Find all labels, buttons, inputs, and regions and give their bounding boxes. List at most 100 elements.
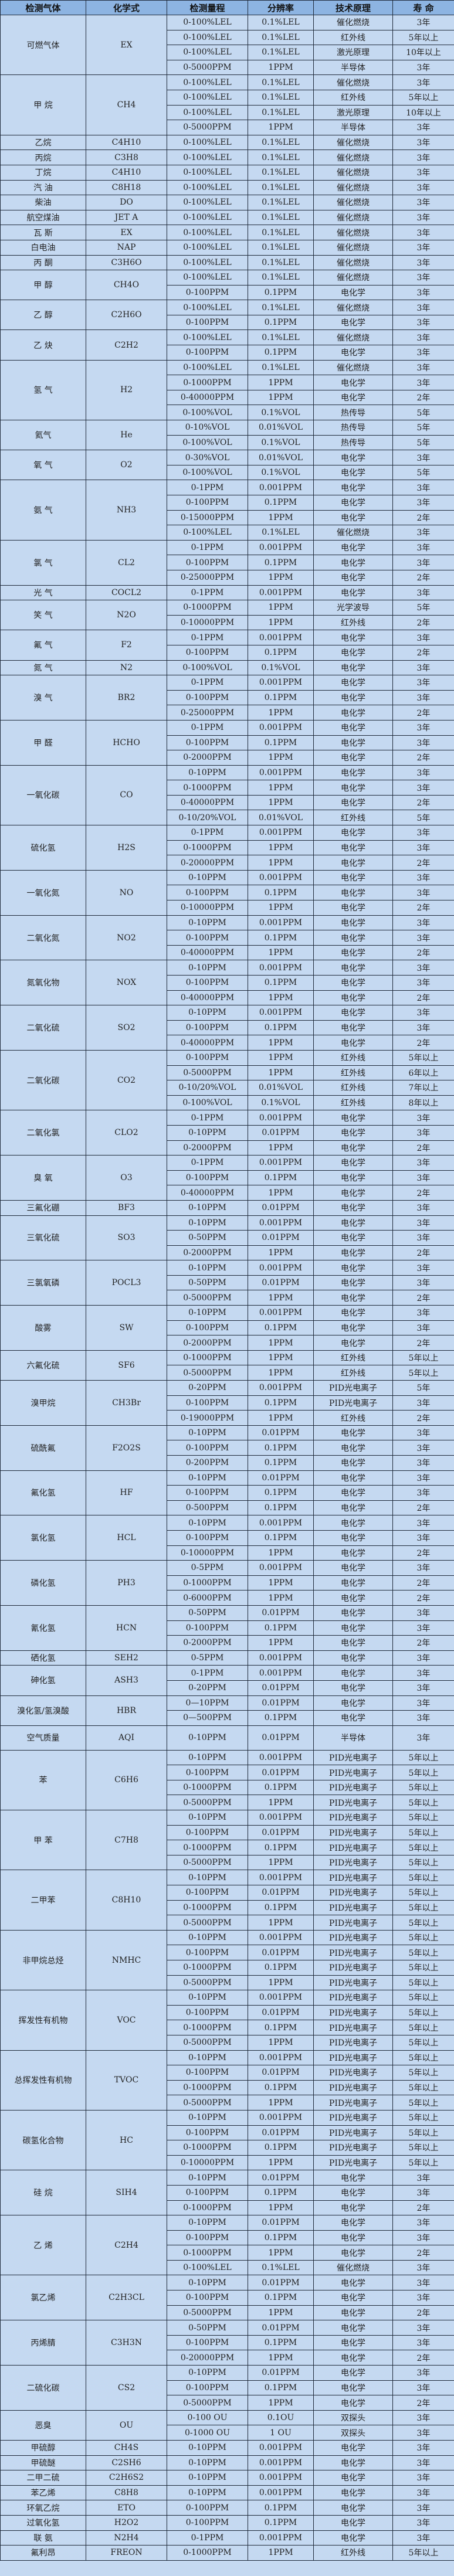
technology-cell: 电化学 xyxy=(313,2245,393,2261)
resolution-cell: 0.001PPM xyxy=(248,2530,314,2546)
table-row: 0-100PPM 0.1PPM 电化学 3年 xyxy=(1,2334,454,2351)
technology-cell: 电化学 xyxy=(313,2215,393,2231)
lifespan-cell: 3年 xyxy=(392,2425,454,2441)
range-cell: 0-100PPM xyxy=(167,2004,248,2021)
gas-name-cell: 柴油 xyxy=(0,195,86,210)
lifespan-cell: 2年 xyxy=(392,509,454,526)
technology-cell: 半导体 xyxy=(313,59,393,76)
technology-cell: 电化学 xyxy=(313,2184,393,2201)
range-cell: 0-100PPM xyxy=(167,1824,248,1841)
resolution-cell: 0.1PPM xyxy=(248,1779,314,1796)
lifespan-cell: 3年 xyxy=(392,675,454,691)
table-row: 二甲苯 C8H10 0-10PPM 0.001PPM PID光电离子 5年以上 xyxy=(0,1870,454,1931)
gas-name-cell: 可燃气体 xyxy=(0,14,86,76)
table-row: 0-100PPM 0.01PPM PID光电离子 5年以上 xyxy=(1,1885,454,1901)
lifespan-cell: 3年 xyxy=(392,239,454,256)
gas-name-cell: 二硫化碳 xyxy=(0,2365,86,2411)
range-cell: 0-5PPM xyxy=(167,1650,248,1666)
table-row: 0-1000PPM 0.1PPM PID光电离子 5年以上 xyxy=(1,1899,454,1916)
technology-cell: 电化学 xyxy=(313,1110,393,1126)
table-row: 氰化氢 HCN 0-50PPM 0.01PPM 电化学 3年 xyxy=(0,1605,454,1651)
table-row: 乙烷 C4H10 0-100%LEL 0.1%LEL 催化燃烧 3年 xyxy=(0,134,454,151)
resolution-cell: 0.1%LEL xyxy=(248,179,314,196)
range-cell: 0-5000PPM xyxy=(167,2395,248,2411)
lifespan-cell: 3年 xyxy=(392,1650,454,1666)
technology-cell: 电化学 xyxy=(313,1515,393,1531)
resolution-cell: 0.01PPM xyxy=(248,1199,314,1216)
lifespan-cell: 2年 xyxy=(392,705,454,721)
technology-cell: PID光电离子 xyxy=(313,2109,393,2126)
table-row: 0-100PPM 0.01PPM PID光电离子 5年以上 xyxy=(1,2004,454,2021)
table-row: 三氟化硼 BF3 0-10PPM 0.01PPM 电化学 3年 xyxy=(0,1199,454,1216)
lifespan-cell: 5年以上 xyxy=(392,1840,454,1855)
table-row: 0-100PPM 0.1PPM 电化学 3年 xyxy=(1,735,454,751)
resolution-cell: 1PPM xyxy=(248,509,314,526)
range-cell: 0-40000PPM xyxy=(167,944,248,961)
lifespan-cell: 5年以上 xyxy=(392,1765,454,1780)
technology-cell: 电化学 xyxy=(313,464,393,481)
technology-cell: 电化学 xyxy=(313,2485,393,2501)
technology-cell: 红外线 xyxy=(313,1065,393,1081)
range-cell: 0-100PPM xyxy=(167,2380,248,2396)
resolution-cell: 0.1%VOL xyxy=(248,1095,314,1111)
technology-cell: 热传导 xyxy=(313,405,393,421)
technology-cell: PID光电离子 xyxy=(313,1960,393,1976)
range-cell: 0-1000PPM xyxy=(167,1575,248,1591)
technology-cell: 电化学 xyxy=(313,1575,393,1591)
lifespan-cell: 5年以上 xyxy=(392,1975,454,1991)
lifespan-cell: 3年 xyxy=(392,960,454,976)
gas-name-cell: 汽 油 xyxy=(0,179,86,196)
resolution-cell: 0.01PPM xyxy=(248,2125,314,2141)
lifespan-cell: 5年以上 xyxy=(392,2109,454,2126)
table-row: 0-5000PPM 1PPM PID光电离子 5年以上 xyxy=(1,1854,454,1871)
range-cell: 0-50PPM xyxy=(167,1230,248,1246)
technology-cell: PID光电离子 xyxy=(313,1765,393,1780)
resolution-cell: 0.01PPM xyxy=(248,1230,314,1246)
gas-name-cell: 丙烷 xyxy=(0,149,86,165)
table-row: 0-10/20%VOL 0.01%VOL 红外线 7年以上 xyxy=(1,1080,454,1096)
range-cell: 0-100PPM xyxy=(167,735,248,751)
range-cell: 0-5000PPM xyxy=(167,1365,248,1381)
technology-cell: 电化学 xyxy=(313,885,393,901)
table-row: 0-100PPM 0.01PPM PID光电离子 5年以上 xyxy=(1,1824,454,1841)
resolution-cell: 0.001PPM xyxy=(248,825,314,841)
resolution-cell: 1PPM xyxy=(248,1410,314,1426)
lifespan-cell: 7年以上 xyxy=(392,1080,454,1096)
formula-cell: AQI xyxy=(86,1725,167,1751)
header-row: 检测气体 化学式 检测量程 分辨率 技术原理 寿 命 xyxy=(0,0,454,15)
table-row: 0-5000PPM 1PPM PID光电离子 5年以上 xyxy=(1,1915,454,1931)
lifespan-cell: 3年 xyxy=(392,2259,454,2276)
table-row: 0-1000PPM 0.1PPM PID光电离子 5年以上 xyxy=(1,2079,454,2096)
range-cell: 0-10%VOL xyxy=(167,420,248,436)
resolution-cell: 1PPM xyxy=(248,1185,314,1201)
lifespan-cell: 3年 xyxy=(392,74,454,90)
gas-name-cell: 三氧化硫 xyxy=(0,1215,86,1261)
resolution-cell: 0.001PPM xyxy=(248,1155,314,1171)
table-row: 硅 烷 SIH4 0-10PPM 0.01PPM 电化学 3年 xyxy=(0,2170,454,2216)
lifespan-cell: 5年以上 xyxy=(392,1350,454,1366)
table-row: 0-100PPM 0.1PPM 电化学 3年 xyxy=(1,930,454,946)
table-row: 氟利昂 FREON 0-1000PPM 1PPM 红外线 5年以上 xyxy=(0,2545,454,2561)
range-cell: 0-1000PPM xyxy=(167,375,248,390)
lifespan-cell: 3年 xyxy=(392,1455,454,1471)
resolution-cell: 1PPM xyxy=(248,1575,314,1591)
resolution-cell: 0.1PPM xyxy=(248,2380,314,2396)
gas-name-cell: 甲硫醇 xyxy=(0,2440,86,2456)
formula-cell: C3H6O xyxy=(86,254,167,271)
technology-cell: PID光电离子 xyxy=(313,1380,393,1396)
resolution-cell: 0.1PPM xyxy=(248,1455,314,1471)
table-row: 0-100PPM 0.1PPM 电化学 3年 xyxy=(1,2290,454,2306)
table-row: 0-6000PPM 1PPM 电化学 2年 xyxy=(1,1590,454,1606)
technology-cell: 电化学 xyxy=(313,1335,393,1351)
lifespan-cell: 3年 xyxy=(392,1260,454,1276)
table-row: 0-100PPM 0.01PPM PID光电离子 5年以上 xyxy=(1,1945,454,1960)
lifespan-cell: 10年以上 xyxy=(392,104,454,121)
range-cell: 0-100%LEL xyxy=(167,74,248,90)
resolution-cell: 0.1%LEL xyxy=(248,74,314,90)
range-cell: 0-100PPM xyxy=(167,2184,248,2201)
table-row: 一氧化氮 NO 0-10PPM 0.001PPM 电化学 3年 xyxy=(0,869,454,916)
technology-cell: 电化学 xyxy=(313,630,393,645)
range-cell: 0-100PPM xyxy=(167,885,248,901)
formula-cell: POCL3 xyxy=(86,1260,167,1306)
resolution-cell: 0.1%LEL xyxy=(248,225,314,240)
